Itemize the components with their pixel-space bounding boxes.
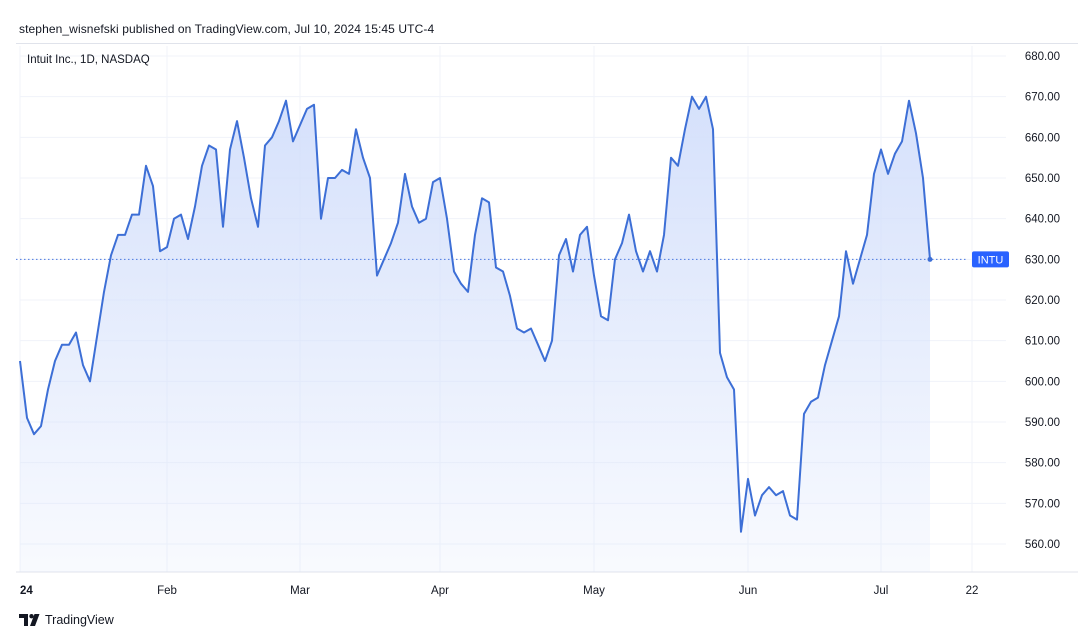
y-tick-label: 640.00 — [1025, 214, 1060, 226]
symbol-price-tag[interactable]: INTU — [972, 251, 1009, 268]
x-tick-label: May — [583, 585, 605, 597]
x-tick-label: Jul — [874, 585, 889, 597]
y-axis[interactable]: 680.00 670.00 660.00 650.00 640.00 630.00 620.… — [972, 51, 1060, 551]
y-tick-label: 660.00 — [1025, 132, 1060, 144]
y-tick-label: 610.00 — [1025, 336, 1060, 348]
x-tick-label: Feb — [157, 585, 177, 597]
y-tick-label: 570.00 — [1025, 498, 1060, 510]
price-area-fill — [20, 96, 930, 572]
y-tick-label: 580.00 — [1025, 458, 1060, 470]
price-series-line[interactable] — [19, 95, 931, 533]
publish-info: stephen_wisnefski published on TradingVi… — [19, 22, 435, 36]
x-axis[interactable]: 24 Feb Mar Apr May Jun Jul 22 — [20, 585, 978, 597]
y-tick-label: 650.00 — [1025, 173, 1060, 185]
price-chart[interactable]: 680.00 670.00 660.00 650.00 640.00 630.00 620.… — [16, 44, 1078, 604]
tradingview-logo-icon — [19, 614, 40, 626]
symbol-tag-bg — [972, 251, 1009, 268]
y-tick-label: 680.00 — [1025, 51, 1060, 63]
symbol-tag-label: INTU — [978, 254, 1004, 266]
chart-title: Intuit Inc., 1D, NASDAQ — [27, 54, 150, 66]
y-tick-label: 620.00 — [1025, 295, 1060, 307]
y-tick-label: 600.00 — [1025, 376, 1060, 388]
x-tick-label: 24 — [20, 585, 33, 597]
x-tick-label: Jun — [739, 585, 758, 597]
y-tick-label: 590.00 — [1025, 417, 1060, 429]
chart-frame[interactable]: 680.00 670.00 660.00 650.00 640.00 630.00 620.… — [16, 43, 1078, 604]
area-layer — [20, 96, 930, 572]
tradingview-wordmark: TradingView — [45, 613, 114, 627]
last-price-dot — [927, 256, 933, 262]
x-tick-label: 22 — [966, 585, 979, 597]
x-tick-label: Mar — [290, 585, 310, 597]
y-tick-label: 630.00 — [1025, 254, 1060, 266]
y-tick-label: 670.00 — [1025, 92, 1060, 104]
x-tick-label: Apr — [431, 585, 449, 597]
tradingview-logo[interactable]: TradingView — [19, 613, 114, 627]
y-tick-label: 560.00 — [1025, 539, 1060, 551]
line-layer — [19, 95, 933, 533]
